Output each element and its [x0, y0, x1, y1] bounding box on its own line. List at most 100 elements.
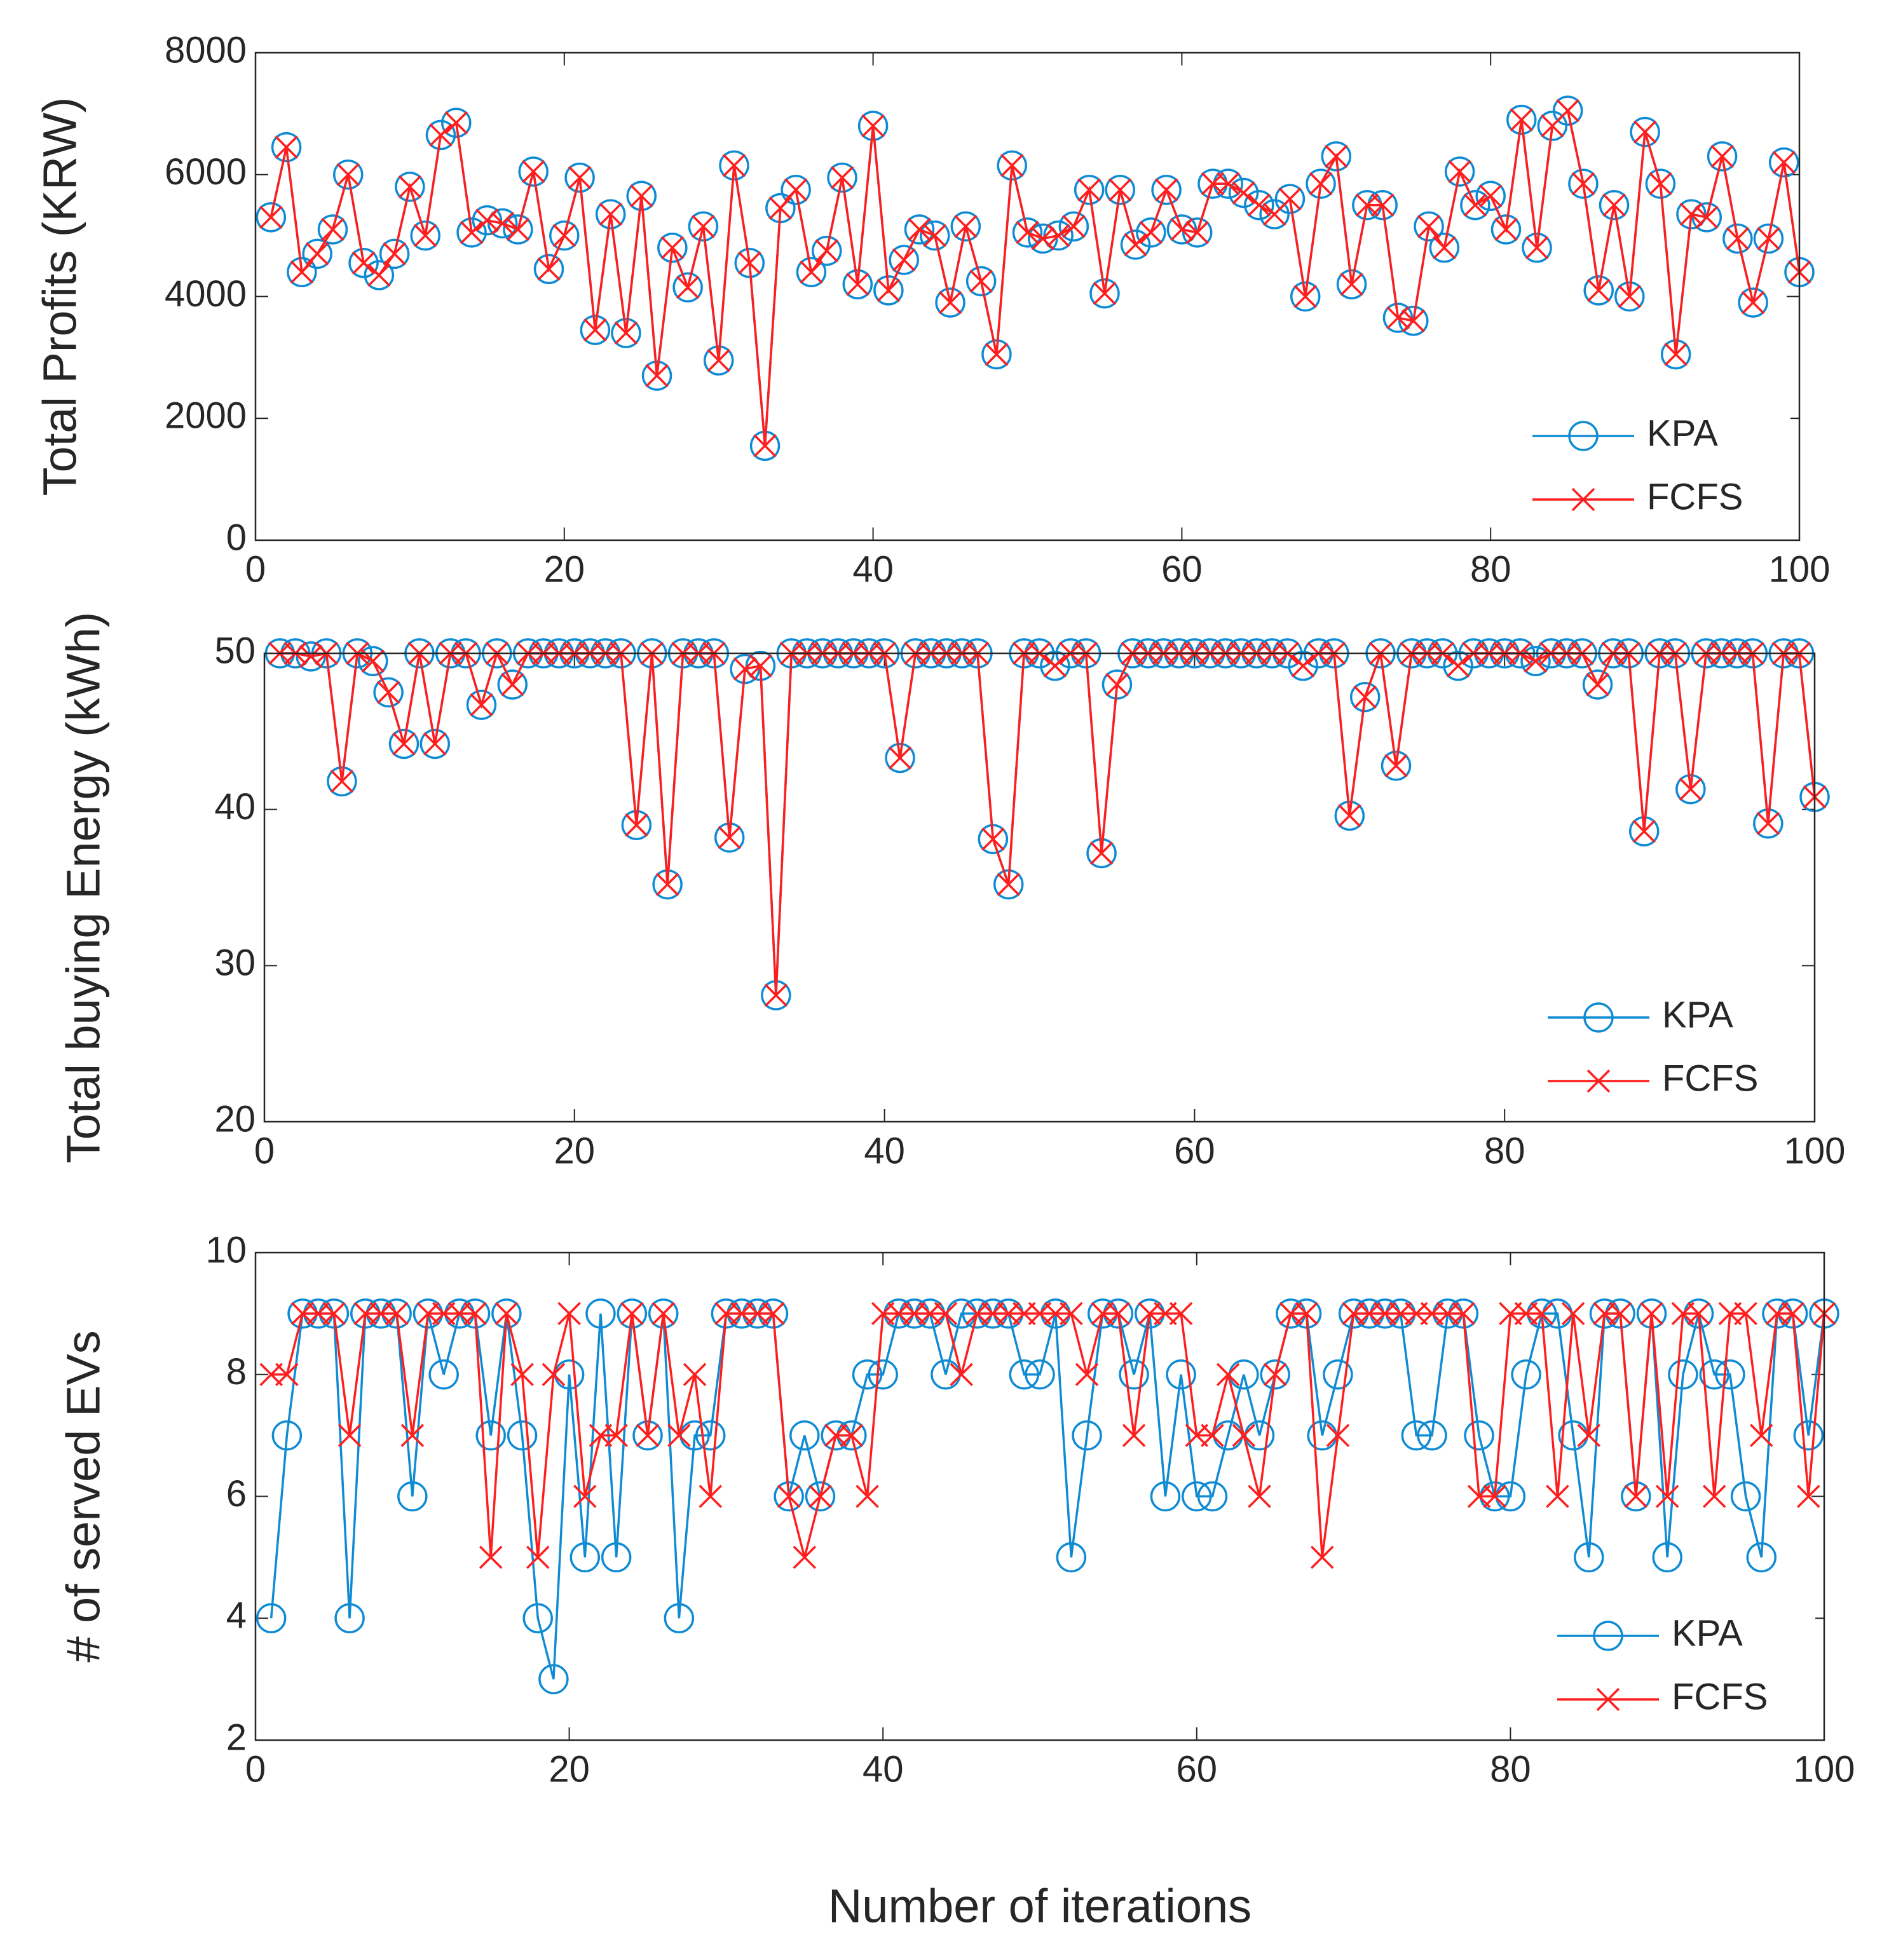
marker [419, 728, 451, 759]
marker [1058, 211, 1089, 242]
marker [1652, 1542, 1682, 1573]
marker [655, 873, 679, 896]
marker [1660, 339, 1691, 370]
marker [463, 1302, 487, 1326]
marker [904, 214, 935, 245]
marker [800, 260, 823, 284]
y-tick-label: 10 [205, 1229, 247, 1270]
marker [1025, 1359, 1055, 1390]
marker [256, 1603, 287, 1633]
marker [392, 732, 416, 756]
marker [388, 728, 419, 759]
marker [1293, 285, 1317, 308]
marker [585, 1298, 616, 1329]
marker [1668, 1359, 1698, 1390]
x-tick-label: 40 [852, 548, 894, 590]
marker [630, 184, 653, 208]
marker [1260, 1359, 1290, 1390]
marker [923, 224, 946, 247]
marker [1614, 281, 1645, 312]
marker [1398, 306, 1429, 336]
legend-box [1539, 986, 1806, 1113]
marker [429, 123, 453, 147]
marker [774, 1481, 804, 1512]
marker [1568, 421, 1599, 451]
marker [827, 162, 857, 193]
marker [497, 669, 528, 700]
marker [1645, 168, 1676, 199]
marker [1232, 181, 1255, 205]
marker [379, 238, 410, 269]
marker [287, 257, 317, 287]
marker [1108, 178, 1132, 201]
marker [526, 1546, 550, 1569]
marker [749, 654, 772, 677]
marker [413, 224, 437, 247]
marker [718, 826, 741, 850]
marker [873, 275, 904, 306]
marker [580, 315, 611, 345]
marker [1679, 202, 1703, 226]
marker [351, 251, 376, 275]
marker [1043, 654, 1067, 677]
legend-label: FCFS [1662, 1058, 1758, 1099]
marker [367, 263, 391, 287]
marker [733, 657, 757, 681]
marker [1636, 1298, 1667, 1329]
marker [1326, 1424, 1350, 1447]
marker [1334, 800, 1365, 831]
x-tick-label: 80 [1490, 1748, 1531, 1790]
marker [302, 238, 332, 269]
marker [1417, 1420, 1447, 1451]
x-tick-label: 0 [245, 548, 266, 590]
marker [777, 1485, 801, 1508]
marker [1510, 108, 1534, 132]
marker [1757, 227, 1780, 250]
legend-label: FCFS [1672, 1676, 1768, 1717]
marker [1077, 178, 1101, 201]
marker [1151, 174, 1182, 205]
marker [1618, 285, 1642, 308]
y-tick-label: 6 [226, 1473, 247, 1514]
marker [657, 233, 688, 263]
marker [397, 1481, 428, 1512]
marker [1093, 282, 1117, 305]
marker [299, 644, 323, 669]
marker [487, 208, 518, 239]
marker [1325, 144, 1348, 168]
marker [1201, 1424, 1224, 1447]
marker [1676, 199, 1707, 229]
marker [1107, 1302, 1130, 1326]
marker [1154, 178, 1178, 201]
marker [1699, 1359, 1729, 1390]
marker [617, 1298, 648, 1329]
marker [789, 1420, 820, 1451]
marker [676, 275, 700, 299]
marker [997, 873, 1020, 896]
marker [768, 196, 793, 220]
marker [1232, 1424, 1256, 1447]
y-tick-label: 30 [214, 943, 256, 984]
marker [625, 813, 648, 837]
marker [538, 1664, 569, 1694]
marker [1593, 1621, 1623, 1651]
marker [1632, 819, 1656, 843]
marker [1182, 1481, 1212, 1512]
marker [981, 339, 1012, 370]
marker [1583, 275, 1614, 306]
marker [376, 681, 400, 704]
marker [338, 1424, 362, 1447]
marker [1558, 1420, 1588, 1451]
marker [1247, 193, 1271, 217]
marker [1640, 1302, 1663, 1326]
marker [322, 1302, 346, 1326]
marker [568, 166, 592, 189]
marker [1542, 1298, 1573, 1329]
marker [734, 248, 765, 278]
marker [1401, 1420, 1432, 1451]
series-line [269, 1312, 1825, 1680]
y-axis-label: Total Profits (KRW) [34, 97, 86, 496]
marker [521, 160, 545, 184]
marker [466, 690, 497, 720]
